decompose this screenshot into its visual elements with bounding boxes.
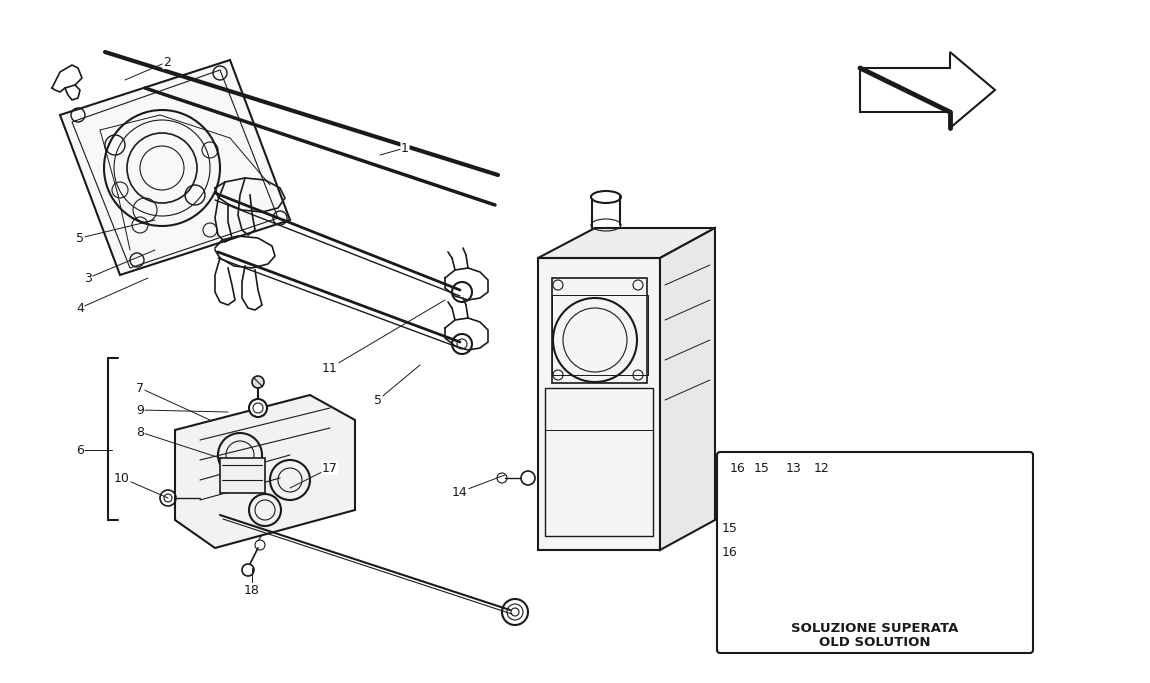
Bar bbox=[780, 490, 865, 598]
FancyBboxPatch shape bbox=[716, 452, 1033, 653]
Text: 12: 12 bbox=[814, 462, 830, 475]
Text: 5: 5 bbox=[76, 232, 84, 245]
Text: 9: 9 bbox=[136, 404, 144, 417]
Text: 3: 3 bbox=[84, 272, 92, 285]
Text: 1: 1 bbox=[401, 141, 409, 154]
Text: 10: 10 bbox=[114, 471, 130, 484]
Polygon shape bbox=[660, 228, 715, 550]
Text: 18: 18 bbox=[244, 583, 260, 596]
Text: 15: 15 bbox=[722, 522, 738, 535]
Text: SOLUZIONE SUPERATA: SOLUZIONE SUPERATA bbox=[791, 622, 959, 635]
Text: 8: 8 bbox=[136, 426, 144, 438]
Polygon shape bbox=[175, 395, 355, 548]
Polygon shape bbox=[538, 258, 660, 550]
Text: 6: 6 bbox=[76, 443, 84, 456]
Polygon shape bbox=[538, 228, 715, 258]
Text: 13: 13 bbox=[787, 462, 802, 475]
Bar bbox=[950, 478, 1012, 606]
Text: 2: 2 bbox=[163, 55, 171, 68]
Text: 15: 15 bbox=[754, 462, 770, 475]
Text: 4: 4 bbox=[76, 301, 84, 314]
Text: 16: 16 bbox=[722, 546, 738, 559]
Text: 5: 5 bbox=[374, 393, 382, 406]
Bar bbox=[220, 458, 264, 493]
Text: 14: 14 bbox=[452, 486, 468, 499]
Bar bbox=[790, 473, 854, 495]
Polygon shape bbox=[860, 52, 995, 128]
Circle shape bbox=[250, 399, 267, 417]
Bar bbox=[954, 483, 1007, 601]
Bar bbox=[552, 278, 647, 383]
Text: 11: 11 bbox=[322, 361, 338, 374]
Polygon shape bbox=[60, 60, 290, 275]
Circle shape bbox=[252, 376, 264, 388]
Bar bbox=[545, 388, 653, 536]
Text: 17: 17 bbox=[322, 462, 338, 475]
Text: 16: 16 bbox=[730, 462, 746, 475]
Text: OLD SOLUTION: OLD SOLUTION bbox=[819, 635, 930, 648]
Text: 7: 7 bbox=[136, 382, 144, 395]
